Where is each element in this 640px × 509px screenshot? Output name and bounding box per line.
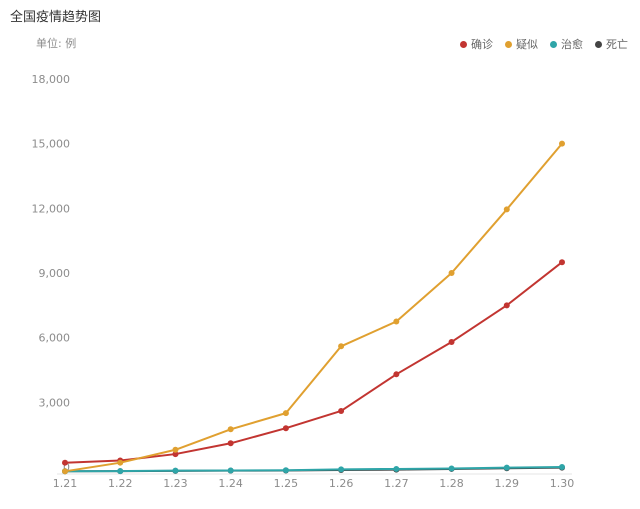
x-tick-label: 1.25 (274, 477, 299, 490)
data-point (503, 206, 510, 213)
y-tick-label: 18,000 (32, 73, 71, 86)
x-tick-label: 1.28 (439, 477, 464, 490)
data-point (227, 467, 234, 474)
y-tick-label: 15,000 (32, 138, 71, 151)
legend-label: 确诊 (471, 38, 493, 51)
legend-item-confirmed[interactable]: 确诊 (460, 36, 493, 52)
data-point (172, 446, 179, 453)
data-point (282, 467, 289, 474)
data-point (559, 140, 565, 147)
x-tick-label: 1.29 (495, 477, 520, 490)
data-point (448, 465, 455, 472)
data-point (282, 425, 289, 432)
data-point (172, 467, 179, 474)
data-point (338, 407, 345, 414)
y-tick-label: 0 (63, 461, 70, 474)
y-tick-label: 9,000 (39, 267, 71, 280)
data-point (62, 468, 68, 475)
x-tick-label: 1.30 (550, 477, 575, 490)
data-point (503, 464, 510, 471)
y-tick-label: 3,000 (39, 396, 71, 409)
data-point (338, 466, 345, 473)
x-tick-label: 1.26 (329, 477, 354, 490)
legend-marker (460, 40, 467, 48)
legend-item-deaths[interactable]: 死亡 (595, 36, 628, 52)
legend-label: 死亡 (606, 38, 628, 51)
data-point (338, 343, 345, 350)
x-tick-label: 1.27 (384, 477, 409, 490)
data-point (227, 440, 234, 447)
x-tick-label: 1.23 (163, 477, 188, 490)
x-tick-label: 1.24 (218, 477, 243, 490)
data-point (448, 338, 455, 345)
legend-label: 治愈 (561, 38, 583, 51)
data-point (227, 426, 234, 433)
x-tick-label: 1.21 (53, 477, 78, 490)
data-point (448, 270, 455, 276)
series-line (64, 466, 563, 473)
legend-marker (595, 40, 602, 48)
legend-marker (505, 40, 512, 48)
data-point (172, 451, 179, 458)
data-point (393, 371, 400, 378)
legend-item-cured[interactable]: 治愈 (550, 36, 583, 52)
data-point (117, 468, 124, 475)
y-tick-label: 6,000 (39, 332, 71, 345)
series-line (64, 261, 563, 464)
chart-title: 全国疫情趋势图 (10, 10, 102, 25)
data-point (282, 410, 289, 417)
data-point (393, 318, 400, 325)
series-line (64, 143, 563, 473)
legend-item-suspected[interactable]: 疑似 (505, 36, 538, 52)
data-point (503, 302, 510, 309)
legend: 确诊 疑似 治愈 死亡 (460, 36, 628, 52)
x-tick-label: 1.22 (108, 477, 133, 490)
legend-label: 疑似 (516, 38, 538, 51)
data-point (559, 259, 565, 266)
data-point (393, 465, 400, 472)
unit-label: 单位: 例 (36, 37, 77, 50)
legend-marker (550, 40, 557, 48)
data-point (117, 459, 124, 466)
y-tick-label: 12,000 (32, 202, 71, 215)
data-point (62, 459, 68, 466)
data-point (559, 464, 565, 470)
